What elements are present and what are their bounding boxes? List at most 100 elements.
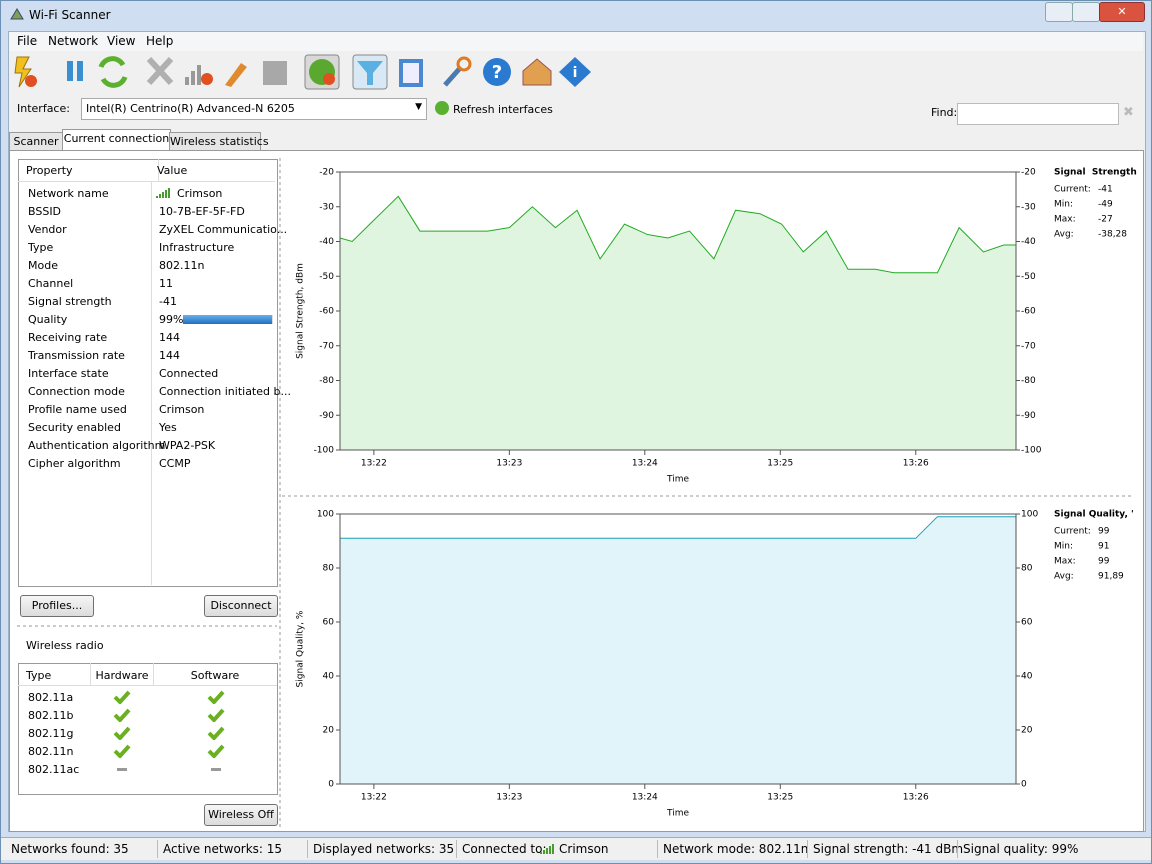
menu-item[interactable]: Network (48, 34, 99, 48)
legend-label: Current: (1054, 527, 1091, 537)
toolbar-icon[interactable] (67, 61, 83, 81)
legend-title: Signal Quality, ' (1054, 510, 1134, 520)
area (340, 196, 1016, 450)
status-value: Crimson (559, 842, 609, 856)
y2-tick-label: 80 (1021, 564, 1033, 574)
legend-label: Max: (1054, 557, 1076, 567)
status-divider (657, 840, 658, 858)
legend-label: Avg: (1054, 572, 1074, 582)
legend-value: 99 (1098, 557, 1110, 567)
y-tick-label: -70 (319, 341, 334, 351)
property-value: 99% (159, 313, 184, 326)
status-text: Active networks: 15 (163, 842, 283, 856)
wireless-off-button[interactable]: Wireless Off (204, 804, 278, 826)
check-icon (113, 726, 131, 741)
toolbar-icon[interactable] (146, 56, 174, 86)
signal-icon (540, 844, 556, 855)
plot-border (339, 513, 1017, 785)
header-cell: Software (153, 663, 277, 686)
toolbar-icon[interactable] (399, 59, 423, 87)
legend-value: -41 (1098, 185, 1113, 195)
toolbar-icon[interactable] (443, 56, 472, 87)
property-name: Vendor (28, 223, 67, 236)
tab[interactable]: Current connection (62, 129, 171, 151)
interface-dropdown[interactable]: Intel(R) Centrino(R) Advanced-N 6205 ▼ (81, 98, 427, 120)
menu-item[interactable]: Help (146, 34, 174, 48)
toolbar-icon[interactable] (14, 56, 37, 88)
property-name: BSSID (28, 205, 62, 218)
toolbar-icon[interactable]: i (559, 57, 591, 87)
legend-value: 99 (1098, 527, 1110, 537)
property-name: Receiving rate (28, 331, 108, 344)
y2-tick-label: -70 (1021, 341, 1036, 351)
window-title: Wi-Fi Scanner (29, 8, 111, 22)
tab[interactable]: Scanner (9, 132, 63, 151)
property-value: Crimson (177, 187, 223, 200)
svg-text:?: ? (492, 62, 502, 83)
toolbar-icon[interactable] (522, 58, 552, 86)
status-label: Connected to: (462, 842, 547, 856)
y-tick-label: 60 (323, 618, 335, 628)
status-text: Networks found: 35 (11, 842, 129, 856)
toolbar-icon[interactable] (225, 63, 247, 87)
line (340, 516, 1016, 539)
y2-tick-label: -80 (1021, 376, 1036, 386)
legend-label: Current: (1054, 185, 1091, 195)
property-value: 144 (159, 349, 180, 362)
disconnect-button[interactable]: Disconnect (204, 595, 278, 617)
toolbar-icon[interactable] (352, 54, 388, 90)
toolbar-icon[interactable] (304, 54, 340, 90)
property-name: Profile name used (28, 403, 127, 416)
check-icon (113, 708, 131, 723)
y2-tick-label: 60 (1021, 618, 1033, 628)
find-label: Find: (931, 106, 958, 119)
check-icon (207, 744, 225, 759)
radio-type: 802.11n (28, 745, 74, 758)
app-icon (9, 7, 25, 21)
status-text: Displayed networks: 35 (313, 842, 455, 856)
interface-value: Intel(R) Centrino(R) Advanced-N 6205 (86, 102, 295, 115)
property-value: CCMP (159, 457, 191, 470)
tab[interactable]: Wireless statistics (169, 132, 269, 151)
radio-type: 802.11ac (28, 763, 80, 776)
toolbar-icon[interactable] (98, 56, 128, 88)
toolbar-icon[interactable] (263, 61, 287, 85)
x-tick-label: 13:26 (903, 459, 929, 469)
y-tick-label: -90 (319, 411, 334, 421)
radio-type: 802.11a (28, 691, 74, 704)
y2-tick-label: 20 (1021, 726, 1033, 736)
property-name: Channel (28, 277, 74, 290)
find-input[interactable] (957, 103, 1119, 125)
legend-value: -27 (1098, 215, 1113, 225)
property-name: Connection mode (28, 385, 125, 398)
property-value: Crimson (159, 403, 205, 416)
profiles-button[interactable]: Profiles... (20, 595, 94, 617)
y-tick-label: -20 (319, 168, 334, 178)
close-button[interactable]: ✕ (1099, 2, 1145, 22)
header-cell: Property (18, 159, 159, 182)
y2-tick-label: -100 (1021, 446, 1042, 456)
property-value: 802.11n (159, 259, 205, 272)
y-tick-label: -50 (319, 272, 334, 282)
property-value: Connection initiated b... (159, 385, 291, 398)
y2-tick-label: 0 (1021, 780, 1027, 790)
x-axis-label: Time (666, 475, 689, 485)
refresh-interfaces-link[interactable]: Refresh interfaces (453, 103, 553, 116)
menu-item[interactable]: File (17, 34, 38, 48)
menu-bar: File Network View Help (9, 32, 1143, 51)
status-text: Signal quality: 99% (963, 842, 1079, 856)
toolbar-icon[interactable]: ? (483, 58, 511, 86)
dash-icon (113, 762, 131, 776)
header-cell: Type (18, 663, 91, 686)
charts: -20 -20 -30 -30 -40 -40 -50 -50 -60 -60 -70 -70 -80 -… (17, 158, 1137, 828)
legend-value: 91 (1098, 542, 1109, 552)
quality-bar-track (183, 315, 273, 324)
toolbar-icon[interactable] (185, 65, 213, 85)
clear-find[interactable]: ✖ (1123, 105, 1134, 120)
property-value: 144 (159, 331, 180, 344)
status-divider (807, 840, 808, 858)
menu-item[interactable]: View (107, 34, 136, 48)
legend-label: Avg: (1054, 230, 1074, 240)
y2-tick-label: -50 (1021, 272, 1036, 282)
property-value: -41 (159, 295, 177, 308)
